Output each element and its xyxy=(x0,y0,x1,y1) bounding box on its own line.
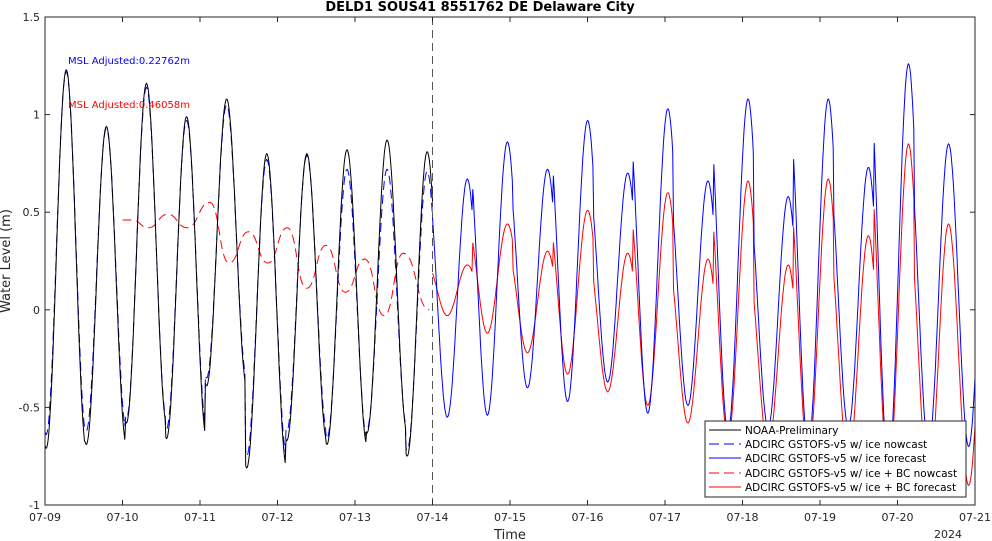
x-tick-label: 07-10 xyxy=(107,511,139,524)
legend-label-ice-forecast: ADCIRC GSTOFS-v5 w/ ice forecast xyxy=(745,453,926,465)
x-tick-label: 07-19 xyxy=(804,511,836,524)
legend-box xyxy=(704,420,967,498)
legend: NOAA-Preliminary ADCIRC GSTOFS-v5 w/ ice… xyxy=(704,420,967,498)
series-noaa-preliminary xyxy=(45,69,433,469)
x-tick-label: 07-18 xyxy=(727,511,759,524)
x-tick-label: 07-13 xyxy=(339,511,371,524)
legend-label-bc-nowcast: ADCIRC GSTOFS-v5 w/ ice + BC nowcast xyxy=(745,468,957,480)
x-tick-label: 07-14 xyxy=(417,511,449,524)
legend-label-noaa: NOAA-Preliminary xyxy=(745,425,838,437)
y-axis-label: Water Level (m) xyxy=(0,209,14,313)
year-label: 2024 xyxy=(934,528,962,541)
x-tick-label: 07-21 xyxy=(959,511,991,524)
x-tick-label: 07-20 xyxy=(882,511,914,524)
x-tick-label: 07-09 xyxy=(29,511,61,524)
x-tick-label: 07-11 xyxy=(184,511,216,524)
x-tick-label: 07-17 xyxy=(649,511,681,524)
y-tick-label: -0.5 xyxy=(19,401,40,414)
y-axis: -1 -0.5 0 0.5 1 1.5 xyxy=(19,11,975,512)
y-tick-label: 0.5 xyxy=(23,206,41,219)
y-tick-label: 1.5 xyxy=(23,11,41,24)
y-tick-label: 1 xyxy=(33,109,40,122)
msl-annotation-blue: MSL Adjusted:0.22762m xyxy=(68,56,190,67)
chart-title: DELD1 SOUS41 8551762 DE Delaware City xyxy=(325,0,635,15)
x-axis: 07-09 07-10 07-11 07-12 07-13 07-14 07-15 07-16… xyxy=(29,17,991,524)
msl-annotation-red: MSL Adjusted:0.46058m xyxy=(68,100,190,111)
x-tick-label: 07-15 xyxy=(494,511,526,524)
y-tick-label: 0 xyxy=(33,304,40,317)
x-tick-label: 07-16 xyxy=(572,511,604,524)
legend-label-bc-forecast: ADCIRC GSTOFS-v5 w/ ice + BC forecast xyxy=(745,482,956,494)
legend-label-ice-nowcast: ADCIRC GSTOFS-v5 w/ ice nowcast xyxy=(745,439,927,451)
x-tick-label: 07-12 xyxy=(262,511,294,524)
y-tick-label: -1 xyxy=(29,499,40,512)
x-axis-label: Time xyxy=(493,528,526,541)
